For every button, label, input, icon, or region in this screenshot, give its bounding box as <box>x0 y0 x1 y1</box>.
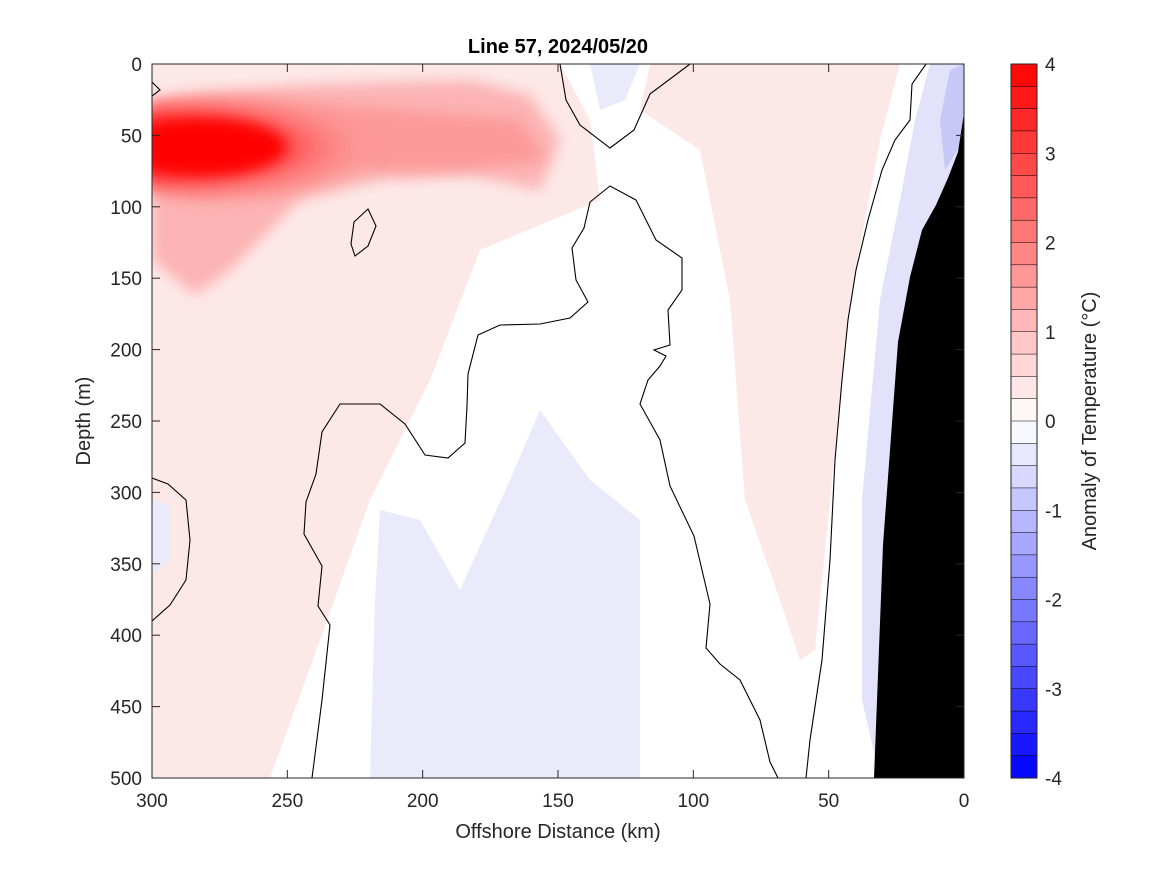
warm-anomaly-core-center <box>152 121 285 173</box>
colorbar-segment <box>1010 63 1038 87</box>
colorbar-segment <box>1010 353 1038 377</box>
colorbar-segment <box>1010 532 1038 556</box>
colorbar-segment <box>1010 197 1038 221</box>
colorbar-tick-label: 3 <box>1045 144 1056 165</box>
x-tick-label: 200 <box>407 791 439 812</box>
colorbar-segment <box>1010 443 1038 467</box>
y-tick-label: 100 <box>110 198 142 219</box>
cool-anomaly-region <box>370 410 640 778</box>
colorbar-tick-label: 4 <box>1045 55 1056 76</box>
colorbar-segment <box>1010 510 1038 534</box>
colorbar-segment <box>1010 153 1038 177</box>
x-tick-label: 250 <box>271 791 303 812</box>
colorbar-title: Anomaly of Temperature (°C) <box>1079 292 1101 551</box>
y-tick-label: 0 <box>131 55 142 76</box>
colorbar-ticks: 4 3 2 1 0 -1 -2 -3 -4 <box>1045 55 1062 790</box>
y-tick-label: 50 <box>121 126 142 147</box>
colorbar-segment <box>1010 554 1038 578</box>
colorbar-tick-label: -2 <box>1045 591 1062 612</box>
y-tick-label: 150 <box>110 269 142 290</box>
x-tick-label: 50 <box>818 791 839 812</box>
colorbar-segment <box>1010 108 1038 132</box>
colorbar-tick-label: 2 <box>1045 234 1056 255</box>
x-tick-label: 0 <box>959 791 970 812</box>
zero-contour-eddy <box>350 208 377 257</box>
y-tick-label: 300 <box>110 483 142 504</box>
colorbar-segment <box>1010 219 1038 244</box>
plot-area <box>152 64 964 778</box>
colorbar-segment <box>1010 576 1038 601</box>
zero-contour-central <box>303 185 779 778</box>
x-axis: 300 250 200 150 100 50 0 <box>136 64 969 812</box>
colorbar-segment <box>1010 733 1038 757</box>
colorbar <box>1010 63 1038 779</box>
cool-anomaly-offshore-patch <box>152 500 170 575</box>
y-axis: 0 50 100 150 200 250 300 350 400 450 500 <box>110 55 964 790</box>
y-tick-label: 400 <box>110 626 142 647</box>
x-tick-label: 150 <box>542 791 574 812</box>
y-axis-title: Depth (m) <box>73 377 95 466</box>
colorbar-tick-label: -3 <box>1045 680 1062 701</box>
colorbar-segment <box>1010 376 1038 400</box>
cool-anomaly-patch-top <box>590 64 640 110</box>
colorbar-segment <box>1010 621 1038 645</box>
colorbar-tick-label: -1 <box>1045 501 1062 522</box>
y-tick-label: 250 <box>110 412 142 433</box>
cool-anomaly-nearshore-strong <box>940 64 964 170</box>
colorbar-segment <box>1010 643 1038 667</box>
colorbar-segment <box>1010 309 1038 333</box>
y-tick-label: 450 <box>110 698 142 719</box>
warm-anomaly-region-light <box>152 64 600 778</box>
y-tick-label: 350 <box>110 555 142 576</box>
colorbar-segment <box>1010 86 1038 110</box>
colorbar-segment <box>1010 755 1038 779</box>
colorbar-segment <box>1010 487 1038 511</box>
colorbar-segment <box>1010 420 1038 444</box>
colorbar-segment <box>1010 130 1038 154</box>
warm-anomaly-band <box>640 64 900 660</box>
colorbar-segment <box>1010 398 1038 422</box>
colorbar-tick-label: 0 <box>1045 412 1056 433</box>
colorbar-tick-label: -4 <box>1045 769 1062 790</box>
colorbar-frame <box>1010 63 1038 779</box>
x-tick-label: 100 <box>677 791 709 812</box>
colorbar-segment <box>1010 666 1038 690</box>
zero-contour-upper-left <box>559 64 691 149</box>
y-tick-label: 500 <box>110 769 142 790</box>
x-axis-title: Offshore Distance (km) <box>455 821 660 843</box>
y-tick-label: 200 <box>110 341 142 362</box>
colorbar-segment <box>1010 331 1038 355</box>
colorbar-segment <box>1010 465 1038 489</box>
colorbar-segment <box>1010 599 1038 623</box>
zero-contour-offshore-bottom <box>152 477 191 622</box>
chart-title: Line 57, 2024/05/20 <box>468 36 648 58</box>
bathymetry-land-mask <box>874 113 964 778</box>
x-tick-label: 300 <box>136 791 168 812</box>
colorbar-tick-label: 1 <box>1045 323 1056 344</box>
colorbar-segment <box>1010 286 1038 310</box>
colorbar-segment <box>1010 710 1038 734</box>
colorbar-segment <box>1010 175 1038 199</box>
zero-contour-nearshore <box>805 64 927 778</box>
colorbar-segment <box>1010 264 1038 288</box>
colorbar-segment <box>1010 688 1038 712</box>
colorbar-segment <box>1010 242 1038 266</box>
zero-contour-left <box>152 81 161 97</box>
